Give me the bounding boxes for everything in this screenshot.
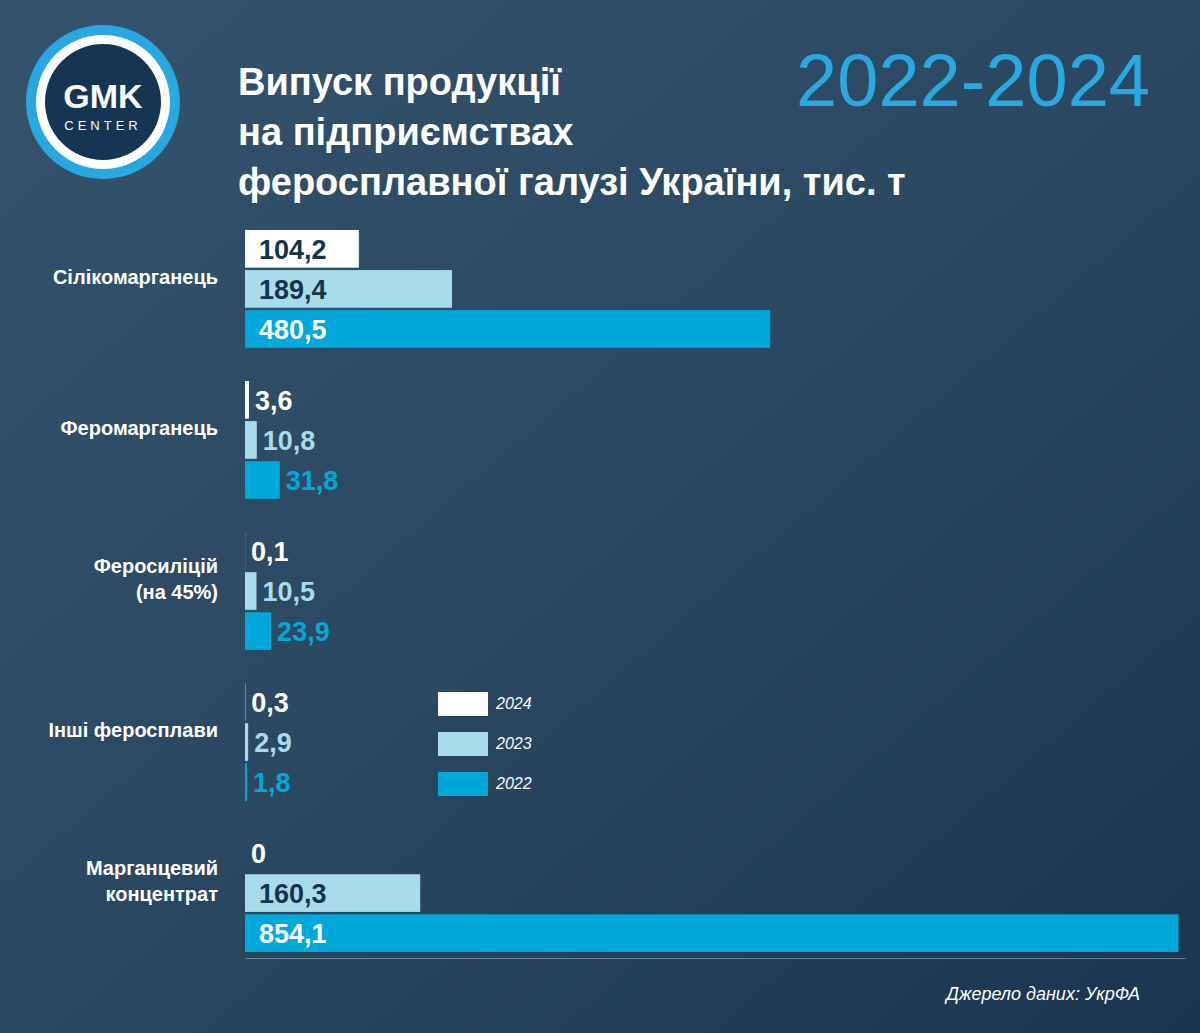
bar: [245, 874, 420, 912]
logo: GMK CENTER: [26, 25, 180, 179]
bar: [245, 381, 249, 419]
bar: [245, 914, 1179, 952]
data-label: 31,8: [286, 466, 339, 496]
data-label: 1,8: [253, 768, 291, 798]
data-label: 189,4: [259, 275, 327, 305]
legend-label: 2024: [495, 695, 532, 712]
data-label: 104,2: [259, 235, 327, 265]
category-label: Феромарганець: [61, 417, 218, 439]
bar: [245, 683, 246, 721]
subtitle: 2022-2024: [796, 39, 1150, 122]
bar: [245, 834, 246, 872]
logo-subtext: CENTER: [64, 118, 141, 133]
legend-label: 2022: [495, 775, 532, 792]
category-label: Марганцевийконцентрат: [86, 857, 218, 905]
legend: 2024 2023 2022: [438, 692, 532, 796]
logo-ring-inner: [36, 35, 170, 169]
category-label: Феросиліцій(на 45%): [94, 555, 218, 603]
data-label: 480,5: [259, 315, 327, 345]
bar: [245, 723, 248, 761]
bar: [245, 763, 247, 801]
legend-swatch: [438, 772, 488, 796]
logo-core: [45, 44, 161, 160]
bar: [245, 461, 280, 499]
category-label: Інші феросплави: [48, 719, 218, 741]
x-axis-line: [246, 958, 1186, 959]
data-label: 10,5: [262, 577, 315, 607]
data-label: 10,8: [263, 426, 316, 456]
data-label: 854,1: [259, 919, 327, 949]
data-label: 23,9: [277, 617, 330, 647]
data-label: 2,9: [254, 728, 292, 758]
bar: [245, 532, 246, 570]
chart: GMKCENTERВипуск продукціїна підприємства…: [0, 0, 1200, 1033]
data-label: 0: [251, 839, 266, 869]
data-labels: 104,2 3,6 0,1 0,3 0 189,4 10,8 10,5 2,9 160,3 480,…: [251, 235, 338, 949]
bar: [245, 612, 271, 650]
bar: [245, 572, 256, 610]
legend-swatch: [438, 692, 488, 716]
data-label: 0,1: [251, 537, 289, 567]
bar: [245, 230, 359, 268]
legend-label: 2023: [495, 735, 532, 752]
logo-text: GMK: [63, 77, 143, 115]
x-axis: [246, 958, 1186, 959]
bar: [245, 310, 770, 348]
data-label: 3,6: [255, 386, 293, 416]
legend-swatch: [438, 732, 488, 756]
bars: [245, 230, 1179, 952]
logo-ring: [26, 25, 180, 179]
data-label: 160,3: [259, 879, 327, 909]
source: Джерело даних: УкрФА: [944, 984, 1140, 1004]
category-labels: Сілікомарганець Феромарганець Феросиліцій(…: [48, 266, 218, 905]
category-label: Сілікомарганець: [53, 266, 218, 288]
background: [0, 0, 1200, 1033]
data-label: 0,3: [251, 688, 289, 718]
bar: [245, 421, 257, 459]
bar: [245, 270, 452, 308]
